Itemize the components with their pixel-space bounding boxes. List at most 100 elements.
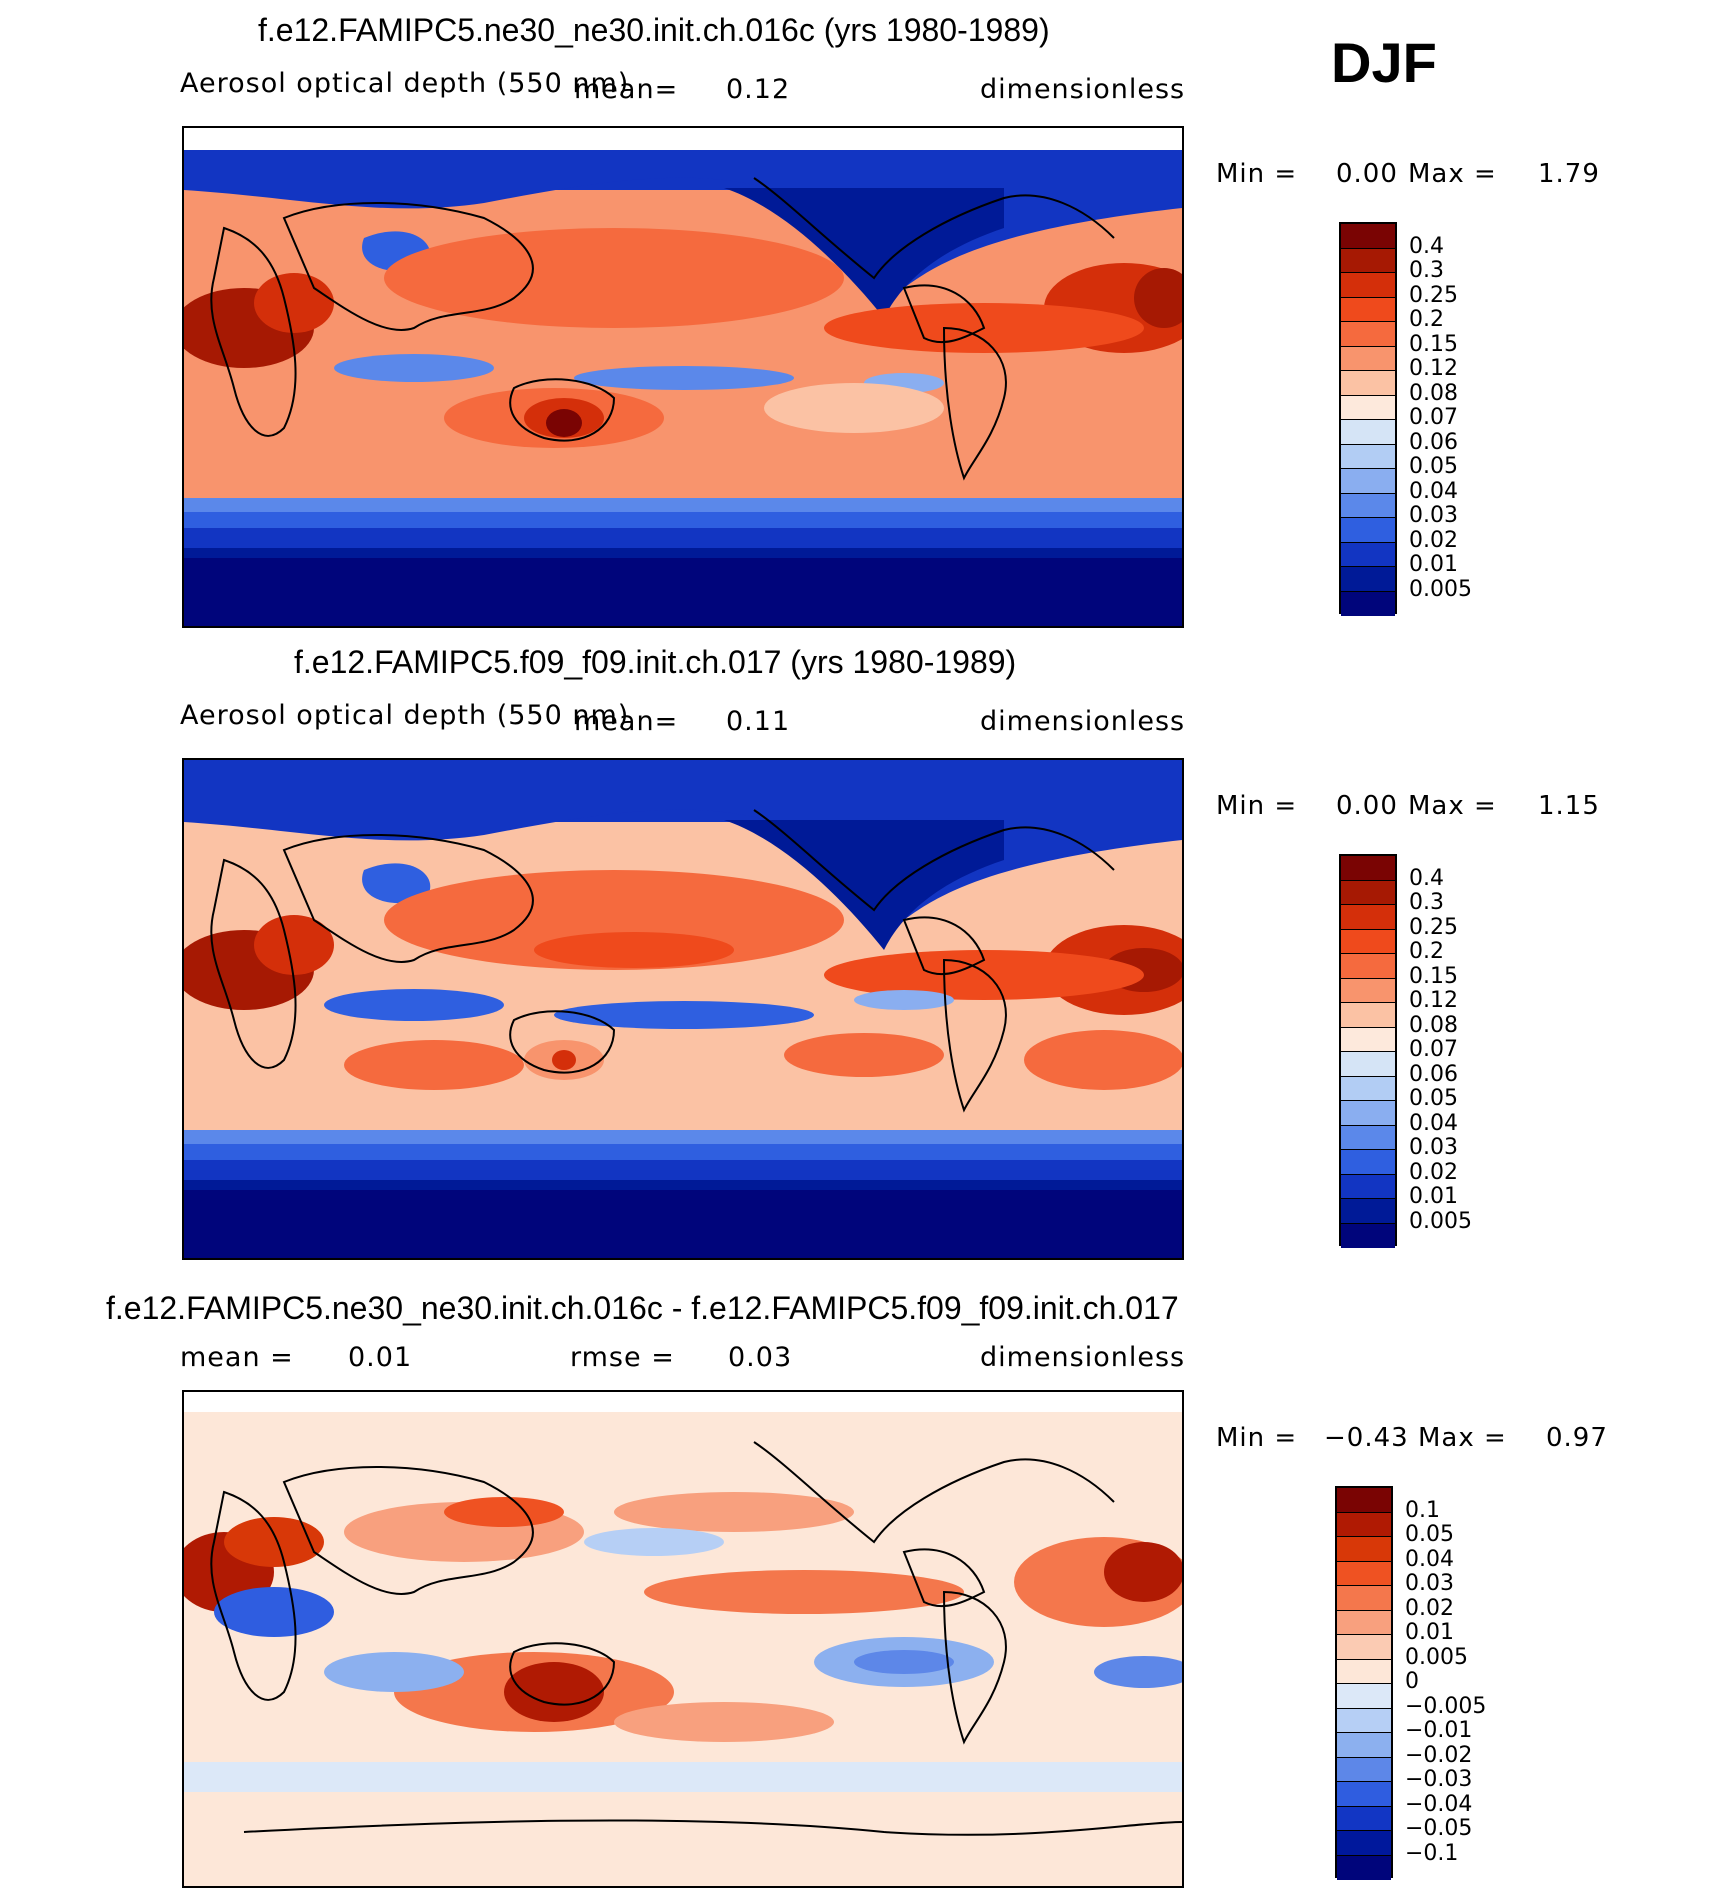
colorbar-level-label: 0.01 (1409, 1184, 1458, 1209)
colorbar-level-label: 0.05 (1409, 454, 1458, 479)
panel1-mean-value: 0.12 (726, 74, 791, 105)
panel1-max-label: Max = (1408, 159, 1497, 189)
panel3-rmse-value: 0.03 (728, 1342, 793, 1373)
panel3-mean-label: mean = (180, 1342, 294, 1373)
panel3-units: dimensionless (980, 1342, 1186, 1373)
colorbar-swatch (1341, 1125, 1395, 1150)
panel1-units: dimensionless (980, 74, 1186, 105)
colorbar-level-label: 0.12 (1409, 988, 1458, 1013)
colorbar-level-label: 0.02 (1409, 1159, 1458, 1185)
panel3-max-value: 0.97 (1546, 1423, 1608, 1453)
colorbar-swatch (1341, 1101, 1395, 1126)
colorbar-level-label: 0.05 (1409, 1086, 1458, 1111)
colorbar-swatch (1341, 346, 1395, 371)
colorbar-level-label: 0.25 (1409, 282, 1458, 308)
panel3-min-label: Min = (1216, 1423, 1298, 1453)
panel2-map (182, 758, 1184, 1260)
colorbar-swatch (1337, 1586, 1391, 1611)
colorbar-level-label: 0.4 (1409, 233, 1444, 259)
colorbar-level-label: 0.04 (1409, 478, 1458, 504)
panel1-colorbar (1339, 222, 1397, 616)
colorbar-swatch (1337, 1512, 1391, 1537)
panel2-mean-value: 0.11 (726, 706, 791, 737)
panel1-max-value: 1.79 (1538, 159, 1600, 189)
colorbar-level-label: 0.2 (1409, 939, 1444, 964)
panel2-colorbar (1339, 854, 1397, 1248)
colorbar-swatch (1337, 1757, 1391, 1782)
colorbar-level-label: 0.25 (1409, 914, 1458, 940)
colorbar-swatch (1337, 1782, 1391, 1807)
panel1-title: f.e12.FAMIPC5.ne30_ne30.init.ch.016c (yr… (258, 12, 1050, 48)
colorbar-level-label: 0.04 (1405, 1546, 1454, 1572)
panel2-aod-field (184, 760, 1182, 1258)
colorbar-level-label: 0.08 (1409, 1012, 1458, 1038)
colorbar-swatch (1337, 1561, 1391, 1586)
colorbar-level-label: 0.08 (1409, 380, 1458, 406)
colorbar-level-label: 0.15 (1409, 963, 1458, 989)
colorbar-swatch (1337, 1610, 1391, 1635)
colorbar-level-label: −0.02 (1405, 1742, 1473, 1768)
colorbar-swatch (1341, 518, 1395, 543)
colorbar-swatch (1341, 420, 1395, 445)
colorbar-swatch (1341, 567, 1395, 592)
colorbar-level-label: 0.005 (1409, 1208, 1472, 1234)
colorbar-level-label: 0.2 (1409, 307, 1444, 332)
panel2-variable-label: Aerosol optical depth (550 nm) (180, 700, 630, 731)
colorbar-swatch (1337, 1806, 1391, 1831)
colorbar-swatch (1341, 954, 1395, 979)
colorbar-swatch (1337, 1635, 1391, 1660)
colorbar-level-label: 0.03 (1405, 1571, 1454, 1596)
panel2-min-label: Min = (1216, 791, 1298, 821)
colorbar-swatch (1341, 444, 1395, 469)
colorbar-swatch (1341, 395, 1395, 420)
colorbar-swatch (1341, 469, 1395, 494)
colorbar-level-label: 0.04 (1409, 1110, 1458, 1136)
colorbar-swatch (1341, 880, 1395, 905)
colorbar-swatch (1337, 1488, 1391, 1513)
colorbar-swatch (1337, 1684, 1391, 1709)
colorbar-swatch (1341, 297, 1395, 322)
panel2-max-label: Max = (1408, 791, 1497, 821)
colorbar-level-label: 0.07 (1409, 405, 1458, 430)
colorbar-level-label: 0 (1405, 1669, 1419, 1694)
panel1-map (182, 126, 1184, 628)
colorbar-swatch (1341, 929, 1395, 954)
colorbar-swatch (1337, 1831, 1391, 1856)
panel1-min-label: Min = (1216, 159, 1298, 189)
colorbar-swatch (1341, 591, 1395, 616)
colorbar-level-label: −0.03 (1405, 1767, 1473, 1792)
colorbar-swatch (1341, 493, 1395, 518)
colorbar-level-label: −0.005 (1405, 1693, 1487, 1719)
panel3-rmse-label: rmse = (570, 1342, 675, 1373)
colorbar-level-label: 0.005 (1409, 576, 1472, 602)
colorbar-swatch (1341, 542, 1395, 567)
panel2-min-value: 0.00 (1336, 791, 1398, 821)
panel1-min-value: 0.00 (1336, 159, 1398, 189)
colorbar-level-label: 0.3 (1409, 890, 1444, 915)
colorbar-swatch (1337, 1708, 1391, 1733)
colorbar-swatch (1341, 856, 1395, 881)
colorbar-level-label: 0.01 (1409, 552, 1458, 577)
panel2-title: f.e12.FAMIPC5.f09_f09.init.ch.017 (yrs 1… (294, 644, 1017, 680)
colorbar-level-label: 0.06 (1409, 429, 1458, 455)
colorbar-level-label: −0.04 (1405, 1791, 1473, 1817)
colorbar-swatch (1337, 1537, 1391, 1562)
colorbar-swatch (1337, 1733, 1391, 1758)
panel3-colorbar (1335, 1486, 1393, 1880)
colorbar-swatch (1341, 322, 1395, 347)
colorbar-swatch (1341, 1199, 1395, 1224)
panel3-title: f.e12.FAMIPC5.ne30_ne30.init.ch.016c - f… (106, 1290, 1179, 1326)
panel1-aod-field (184, 128, 1182, 626)
colorbar-swatch (1341, 905, 1395, 930)
panel3-map (182, 1390, 1184, 1888)
colorbar-swatch (1341, 1027, 1395, 1052)
colorbar-level-label: 0.06 (1409, 1061, 1458, 1087)
colorbar-swatch (1341, 1150, 1395, 1175)
colorbar-swatch (1341, 1174, 1395, 1199)
colorbar-level-label: 0.1 (1405, 1497, 1440, 1523)
colorbar-swatch (1337, 1855, 1391, 1880)
colorbar-swatch (1341, 273, 1395, 298)
panel3-mean-value: 0.01 (348, 1342, 413, 1373)
panel2-units: dimensionless (980, 706, 1186, 737)
colorbar-level-label: 0.01 (1405, 1620, 1454, 1645)
